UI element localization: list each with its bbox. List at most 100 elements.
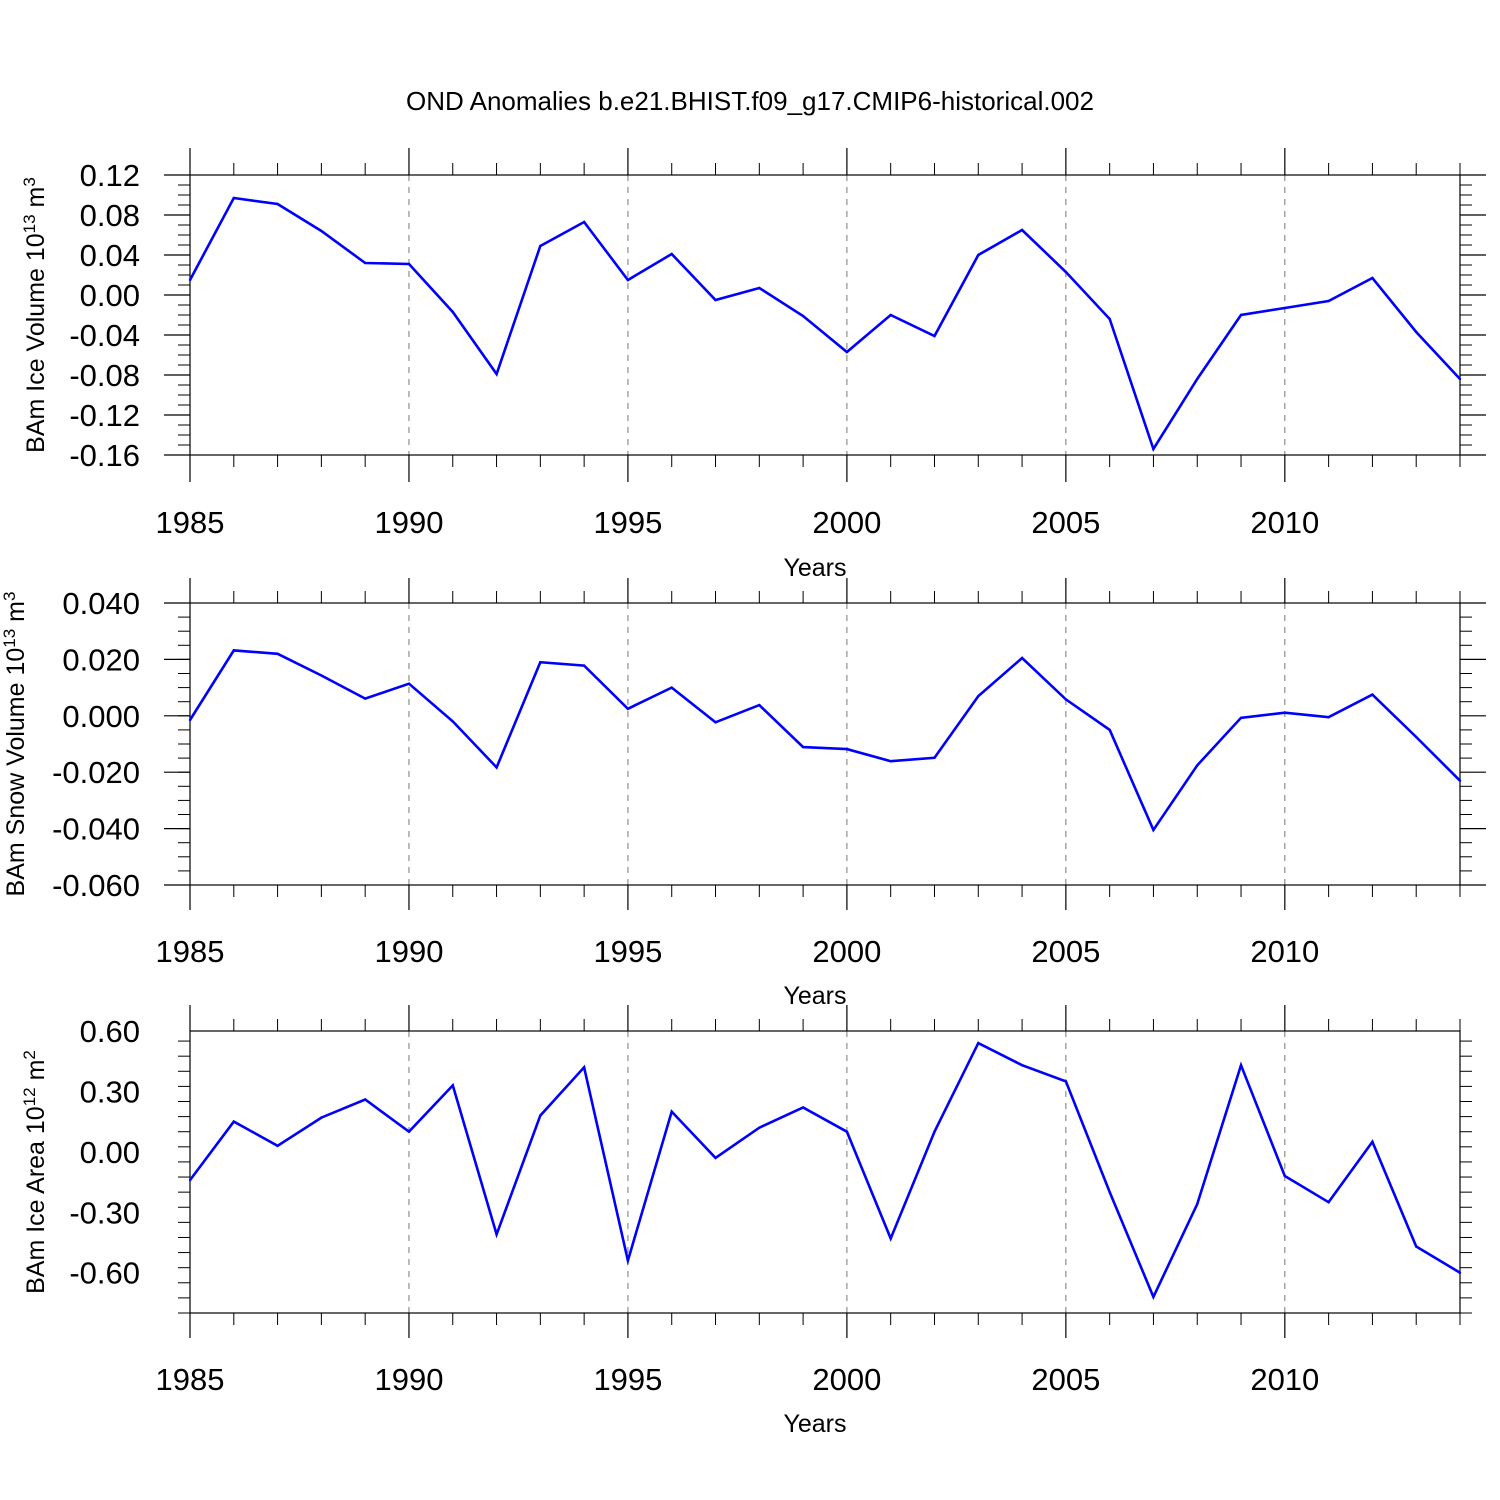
y-tick-label: -0.08 — [69, 358, 140, 393]
x-tick-label: 1995 — [593, 1362, 662, 1397]
data-point — [188, 718, 192, 722]
data-point — [714, 721, 717, 724]
x-tick-label: 2010 — [1250, 505, 1319, 540]
y-tick-label: -0.30 — [69, 1195, 140, 1230]
data-line — [188, 1041, 1461, 1301]
y-tick-label: -0.60 — [69, 1256, 140, 1291]
x-tick-label: 1985 — [156, 1362, 225, 1397]
data-point — [232, 196, 235, 200]
data-point — [1415, 735, 1418, 739]
data-point — [977, 253, 980, 257]
panel-2: 1985 1990 1995 2000 2005 2010 0.040 0.020 0.000 -… — [0, 578, 1486, 1010]
data-point — [495, 1233, 498, 1236]
data-point — [933, 1130, 936, 1133]
data-point — [1108, 728, 1111, 732]
data-point — [758, 703, 761, 707]
x-axis-title: Years — [783, 554, 846, 582]
x-axis-title: Years — [783, 1410, 846, 1438]
y-axis-title: BAm Ice Area 1012 m2 — [20, 1050, 50, 1294]
x-tick-label: 2005 — [1031, 505, 1100, 540]
data-point — [1283, 711, 1287, 714]
data-point — [801, 1106, 805, 1109]
data-point — [845, 747, 849, 751]
data-point — [889, 313, 892, 317]
data-point — [539, 661, 542, 664]
data-point — [1108, 317, 1111, 321]
y-tick-label: 0.12 — [80, 158, 140, 193]
data-point — [451, 720, 454, 723]
data-point — [670, 1110, 673, 1113]
data-point — [1152, 1295, 1155, 1299]
plot-frame — [189, 602, 1461, 886]
data-point — [539, 244, 542, 248]
data-point — [1371, 693, 1374, 696]
data-point — [363, 1098, 367, 1101]
data-point — [232, 649, 235, 652]
data-point — [582, 220, 586, 224]
panel-1: 1985 1990 1995 2000 2005 2010 0.12 0.08 0.04 0.00… — [20, 148, 1486, 582]
data-point — [276, 652, 279, 655]
data-point — [1327, 1201, 1330, 1204]
data-point — [758, 1126, 761, 1129]
data-point — [714, 1156, 717, 1160]
y-tick-label: -0.020 — [52, 755, 140, 790]
data-point — [1020, 228, 1024, 232]
data-point — [1371, 276, 1374, 280]
data-point — [495, 766, 498, 769]
data-point — [363, 261, 367, 265]
data-point — [845, 1130, 849, 1133]
y-tick-label: 0.30 — [80, 1074, 140, 1109]
x-tick-label: 2000 — [812, 934, 881, 969]
data-point — [1239, 313, 1243, 317]
data-point — [276, 202, 279, 206]
data-point — [407, 1130, 411, 1133]
data-point — [1239, 716, 1243, 719]
data-point — [451, 1084, 454, 1087]
y-tick-label: 0.00 — [80, 1135, 140, 1170]
data-point — [539, 1114, 542, 1117]
data-point — [1458, 1271, 1462, 1274]
y-tick-label: 0.04 — [80, 238, 140, 273]
data-point — [363, 697, 367, 700]
x-tick-label: 2010 — [1250, 1362, 1319, 1397]
data-point — [1152, 828, 1155, 832]
x-tick-label: 1985 — [156, 505, 225, 540]
data-point — [1020, 656, 1024, 660]
data-point — [1064, 698, 1068, 701]
y-tick-label: -0.040 — [52, 812, 140, 847]
y-axis-title: BAm Ice Volume 1013 m3 — [20, 177, 50, 453]
data-point — [1415, 330, 1418, 334]
x-tick-label: 1990 — [374, 934, 443, 969]
data-point — [1458, 779, 1462, 782]
data-point — [670, 252, 673, 256]
data-point — [626, 1259, 630, 1262]
data-point — [1371, 1140, 1374, 1143]
plot-frame — [189, 1030, 1461, 1314]
data-point — [889, 1237, 892, 1240]
data-point — [407, 682, 411, 685]
data-point — [1152, 447, 1155, 451]
figure-title: OND Anomalies b.e21.BHIST.f09_g17.CMIP6-… — [406, 86, 1094, 116]
data-point — [188, 278, 192, 282]
data-point — [1283, 306, 1287, 310]
y-tick-label: 0.040 — [62, 586, 140, 621]
data-point — [801, 745, 805, 749]
data-point — [977, 1041, 980, 1045]
data-point — [1196, 764, 1199, 767]
data-line — [188, 649, 1461, 833]
x-tick-label: 1995 — [593, 505, 662, 540]
x-tick-label: 2000 — [812, 505, 881, 540]
x-tick-label: 1990 — [374, 1362, 443, 1397]
data-point — [845, 350, 849, 354]
x-tick-label: 2000 — [812, 1362, 881, 1397]
plot-frame — [189, 174, 1461, 456]
x-tick-label: 1985 — [156, 934, 225, 969]
data-point — [626, 278, 630, 282]
data-point — [1327, 299, 1330, 303]
data-point — [1327, 716, 1330, 719]
y-tick-label: 0.00 — [80, 278, 140, 313]
x-tick-label: 2010 — [1250, 934, 1319, 969]
data-point — [582, 664, 586, 667]
data-point — [1064, 270, 1068, 274]
data-point — [582, 1066, 586, 1069]
